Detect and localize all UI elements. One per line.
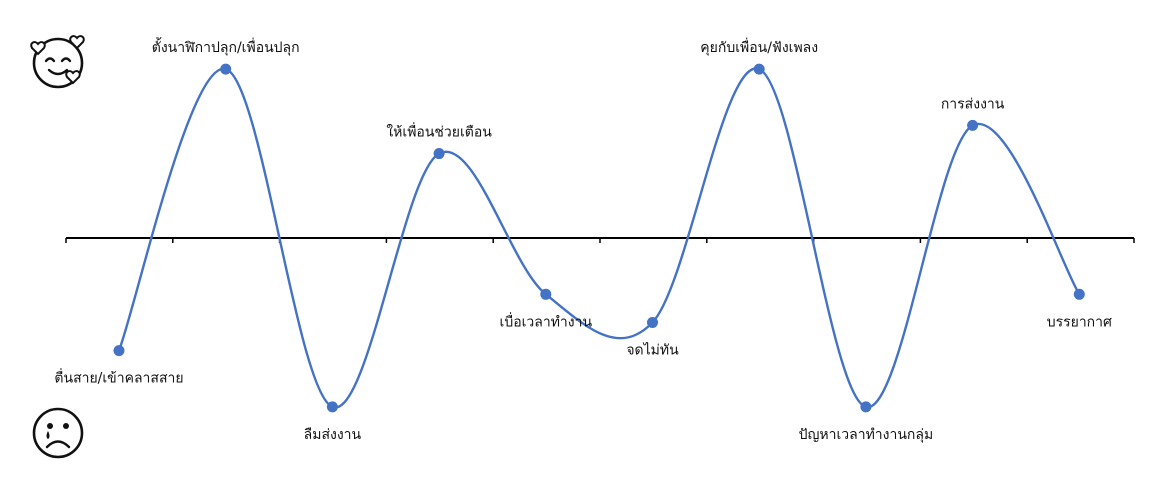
data-point [1073,288,1085,300]
smiling-face-with-hearts-icon [28,32,88,92]
crying-face-icon [30,402,90,462]
data-point [860,401,872,413]
data-point [753,63,765,75]
data-label: บรรยากาศ [1047,314,1112,330]
data-label: คุยกับเพื่อน/ฟังเพลง [700,38,818,56]
data-point [220,63,232,75]
data-point [647,316,658,328]
data-label: จดไม่ทัน [626,341,679,358]
data-point [326,401,338,413]
data-point [540,288,552,300]
data-label: เบื่อเวลาทำงาน [500,312,593,330]
data-label: ตั้งนาฬิกาปลุก/เพื่อนปลุก [152,37,300,56]
data-point [433,148,445,160]
data-label: ให้เพื่อนช่วยเตือน [386,123,492,141]
data-label: การส่งงาน [941,96,1005,112]
data-label: ลืมส่งงาน [304,427,362,443]
data-label: ปัญหาเวลาทำงานกลุ่ม [799,427,934,443]
data-point [967,119,979,131]
data-label: ตื่นสาย/เข้าคลาสสาย [54,369,183,387]
series-line [117,67,1081,409]
data-point [113,345,125,357]
